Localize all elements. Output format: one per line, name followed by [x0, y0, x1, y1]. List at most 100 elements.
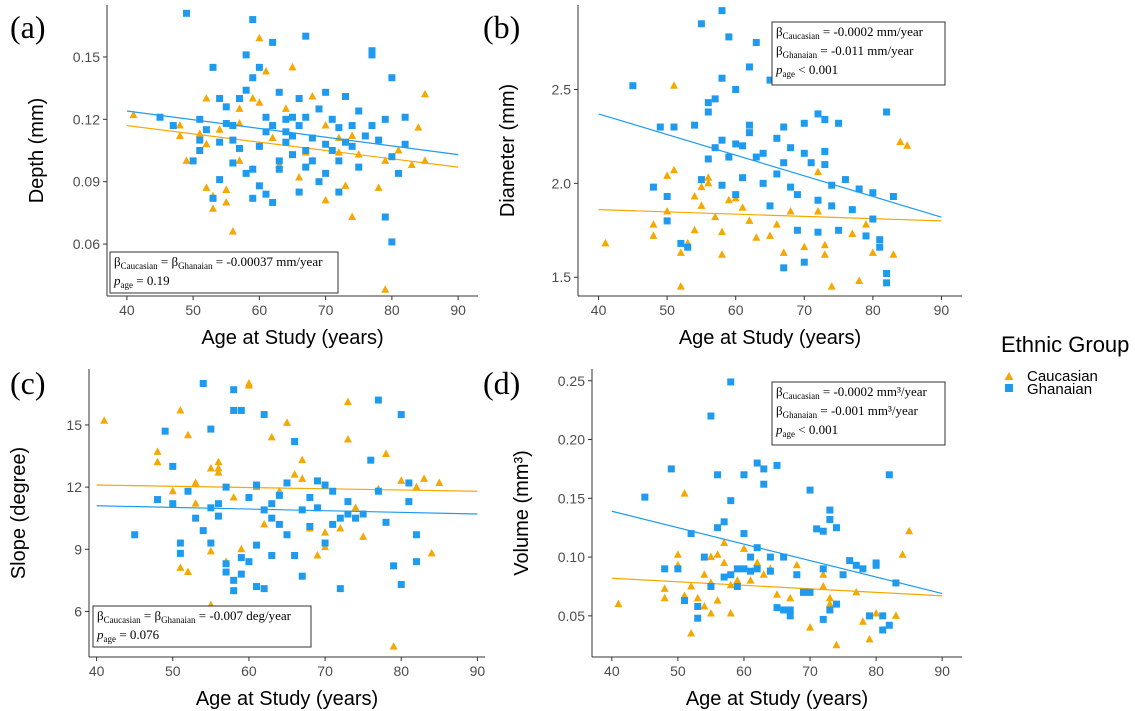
y-axis-title: Depth (mm) — [26, 98, 48, 204]
point-ghanaian — [302, 113, 310, 121]
point-ghanaian — [826, 606, 834, 614]
point-caucasian — [739, 544, 748, 552]
point-ghanaian — [773, 170, 781, 178]
point-ghanaian — [275, 520, 283, 528]
point-caucasian — [209, 204, 217, 212]
point-ghanaian — [821, 161, 829, 169]
annotation-line: page​ < 0.001 — [775, 422, 838, 439]
point-ghanaian — [773, 134, 781, 142]
point-caucasian — [214, 468, 223, 476]
point-ghanaian — [196, 147, 204, 154]
point-caucasian — [697, 201, 706, 209]
x-tick-label: 50 — [670, 663, 686, 679]
point-ghanaian — [401, 140, 409, 148]
point-ghanaian — [780, 159, 788, 167]
point-ghanaian — [315, 105, 323, 113]
point-ghanaian — [885, 621, 893, 629]
point-ghanaian — [718, 74, 726, 82]
point-caucasian — [704, 178, 713, 187]
panel-a: (a) 40 50 60 70 80 90 0.06 0.09 0.12 0.15 Age at St… — [10, 5, 478, 349]
point-ghanaian — [760, 465, 768, 473]
point-caucasian — [184, 430, 192, 439]
point-caucasian — [202, 183, 211, 191]
point-ghanaian — [253, 541, 261, 549]
point-caucasian — [772, 220, 781, 228]
point-ghanaian — [368, 51, 376, 59]
point-ghanaian — [740, 565, 748, 573]
point-caucasian — [343, 434, 352, 443]
point-ghanaian — [786, 612, 794, 620]
x-tick-label: 60 — [252, 302, 268, 318]
point-ghanaian — [786, 606, 794, 614]
point-caucasian — [176, 405, 185, 414]
point-ghanaian — [268, 551, 276, 559]
point-ghanaian — [725, 153, 733, 161]
point-caucasian — [848, 229, 857, 238]
point-ghanaian — [289, 132, 296, 140]
y-tick-label: 0.05 — [558, 608, 585, 624]
point-ghanaian — [390, 562, 398, 570]
point-caucasian — [759, 570, 768, 578]
point-ghanaian — [196, 136, 204, 144]
point-ghanaian — [249, 165, 257, 173]
point-ghanaian — [328, 115, 336, 123]
point-ghanaian — [766, 202, 774, 210]
point-caucasian — [191, 499, 200, 507]
point-caucasian — [720, 558, 729, 566]
point-ghanaian — [242, 169, 250, 177]
point-ghanaian — [322, 140, 330, 148]
point-caucasian — [381, 156, 390, 164]
panel-label: (d) — [483, 365, 520, 401]
point-caucasian — [687, 628, 696, 637]
point-ghanaian — [883, 108, 891, 116]
point-caucasian — [726, 609, 735, 617]
point-ghanaian — [663, 192, 671, 200]
point-ghanaian — [852, 561, 860, 569]
point-caucasian — [806, 623, 815, 631]
point-ghanaian — [780, 553, 788, 561]
point-caucasian — [129, 110, 138, 119]
point-caucasian — [786, 207, 795, 215]
point-ghanaian — [814, 196, 822, 204]
x-tick-label: 50 — [185, 302, 201, 318]
panel-label: (c) — [10, 365, 46, 401]
y-tick-label: 0.10 — [558, 549, 585, 565]
point-ghanaian — [687, 530, 695, 538]
point-caucasian — [191, 478, 200, 486]
point-ghanaian — [405, 498, 413, 506]
point-caucasian — [663, 171, 672, 179]
legend: Ethnic Group Caucasian Ghanaian — [1001, 332, 1129, 398]
point-caucasian — [248, 94, 257, 102]
point-ghanaian — [807, 159, 815, 167]
point-ghanaian — [381, 115, 389, 123]
point-ghanaian — [154, 496, 162, 504]
point-ghanaian — [691, 121, 699, 129]
point-ghanaian — [766, 76, 774, 84]
point-ghanaian — [814, 110, 822, 118]
point-ghanaian — [727, 378, 735, 386]
point-caucasian — [262, 67, 270, 75]
legend-title: Ethnic Group — [1001, 332, 1129, 357]
x-tick-label: 80 — [393, 663, 409, 679]
point-ghanaian — [313, 477, 321, 485]
point-ghanaian — [329, 487, 337, 495]
point-ghanaian — [760, 480, 768, 488]
point-ghanaian — [222, 568, 230, 576]
point-ghanaian — [209, 194, 217, 202]
point-caucasian — [800, 242, 809, 251]
annotation-line: page​ = 0.076 — [96, 627, 160, 644]
point-ghanaian — [214, 512, 222, 520]
point-caucasian — [663, 207, 672, 215]
point-ghanaian — [780, 123, 788, 131]
point-caucasian — [298, 455, 307, 464]
point-ghanaian — [841, 176, 849, 184]
point-ghanaian — [269, 198, 277, 206]
point-ghanaian — [800, 149, 808, 157]
point-ghanaian — [322, 169, 330, 177]
point-caucasian — [673, 550, 682, 558]
point-caucasian — [202, 139, 211, 148]
point-ghanaian — [694, 614, 702, 622]
point-caucasian — [903, 141, 912, 149]
point-ghanaian — [752, 153, 760, 161]
point-ghanaian — [876, 236, 884, 244]
